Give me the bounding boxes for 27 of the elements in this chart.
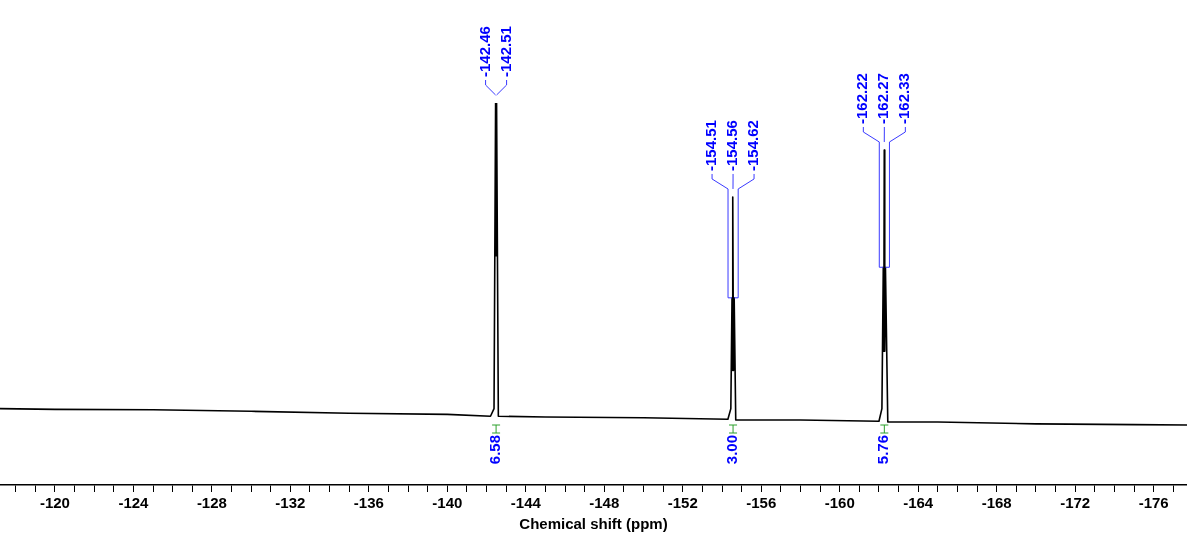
x-tick-label: -120	[39, 494, 70, 512]
annotation: -162.33	[895, 73, 913, 124]
x-tick-label: -172	[1060, 494, 1091, 512]
annotation: -154.51	[702, 120, 720, 171]
x-tick-label: -156	[746, 494, 777, 512]
x-tick-label: -164	[903, 494, 934, 512]
x-tick-label: -144	[510, 494, 542, 512]
x-axis-title: Chemical shift (ppm)	[519, 515, 668, 533]
annotation: -142.46	[475, 26, 493, 77]
annotation: 6.58	[486, 435, 504, 465]
annotation: 3.00	[723, 435, 741, 465]
x-tick-label: -128	[196, 494, 227, 512]
x-tick-label: -132	[275, 494, 306, 512]
x-tick-label: -124	[118, 494, 150, 512]
annotation: -154.62	[744, 120, 762, 171]
x-tick-label: -168	[981, 494, 1012, 512]
annotation: -162.27	[874, 73, 892, 124]
x-tick-label: -140	[432, 494, 463, 512]
annotation: -154.56	[723, 120, 741, 171]
annotation: 5.76	[874, 435, 892, 465]
x-tick-label: -160	[824, 494, 855, 512]
annotation: -162.22	[853, 73, 871, 124]
x-tick-label: -136	[353, 494, 384, 512]
x-tick-label: -152	[667, 494, 698, 512]
x-tick-label: -148	[589, 494, 620, 512]
x-tick-label: -176	[1138, 494, 1169, 512]
annotation: -142.51	[496, 26, 514, 77]
